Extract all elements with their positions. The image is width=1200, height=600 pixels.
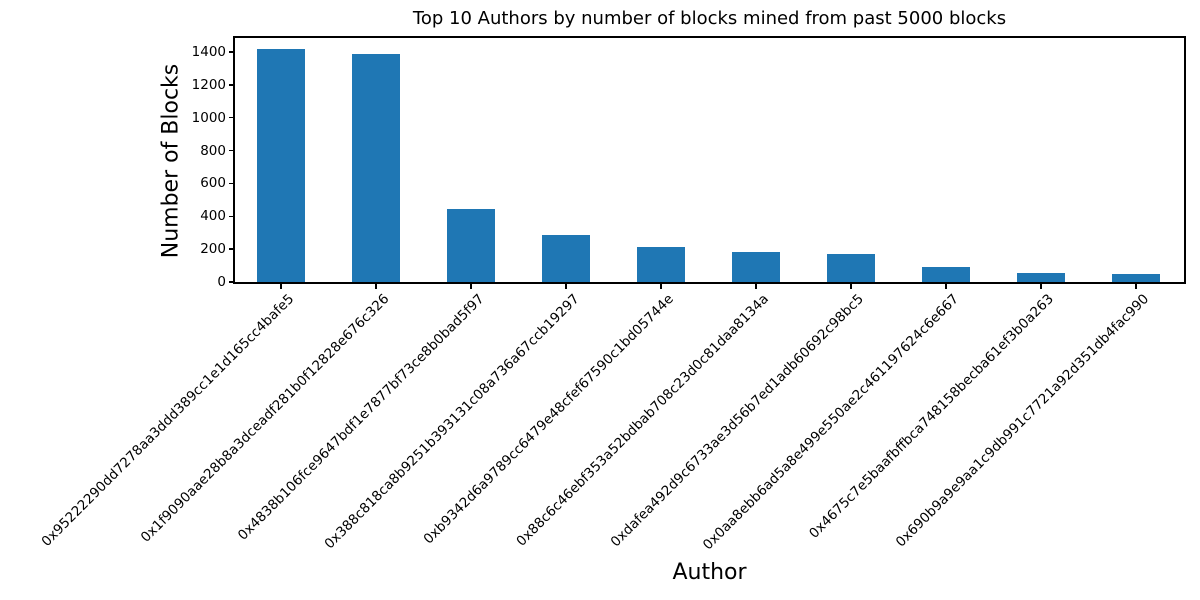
x-tick-mark [1135,284,1137,289]
x-tick-mark [565,284,567,289]
y-tick-label: 1200 [191,76,226,93]
y-tick-mark [228,51,233,53]
x-tick-mark [755,284,757,289]
chart-bar [732,251,780,282]
plot-area [233,36,1186,284]
chart-title: Top 10 Authors by number of blocks mined… [412,8,1007,29]
x-tick-mark [660,284,662,289]
y-tick-label: 1000 [191,109,226,126]
y-tick-label: 1400 [191,43,226,60]
y-tick-label: 200 [200,241,226,258]
y-axis-label: Number of Blocks [158,63,184,259]
x-axis-label: Author [672,560,747,585]
x-tick-mark [1040,284,1042,289]
x-tick-mark [470,284,472,289]
y-tick-label: 400 [200,208,226,225]
chart-bar [352,53,400,282]
chart-bar [827,254,875,282]
chart-bar [637,246,685,282]
y-tick-mark [228,84,233,86]
y-tick-label: 800 [200,142,226,159]
chart-bar [447,208,495,282]
chart-bar [1017,272,1065,282]
y-tick-mark [228,248,233,250]
y-tick-mark [228,281,233,283]
y-tick-label: 600 [200,175,226,192]
x-tick-mark [850,284,852,289]
chart-bar [922,266,970,282]
y-tick-mark [228,116,233,119]
y-tick-mark [228,182,233,185]
y-tick-mark [228,215,233,218]
y-tick-mark [228,149,233,152]
x-tick-mark [375,284,377,289]
chart-bar [1112,274,1160,282]
y-tick-label: 0 [217,274,226,290]
chart-bar [542,234,590,282]
x-tick-mark [280,284,282,289]
x-tick-mark [945,284,947,289]
chart-bar [257,49,305,282]
